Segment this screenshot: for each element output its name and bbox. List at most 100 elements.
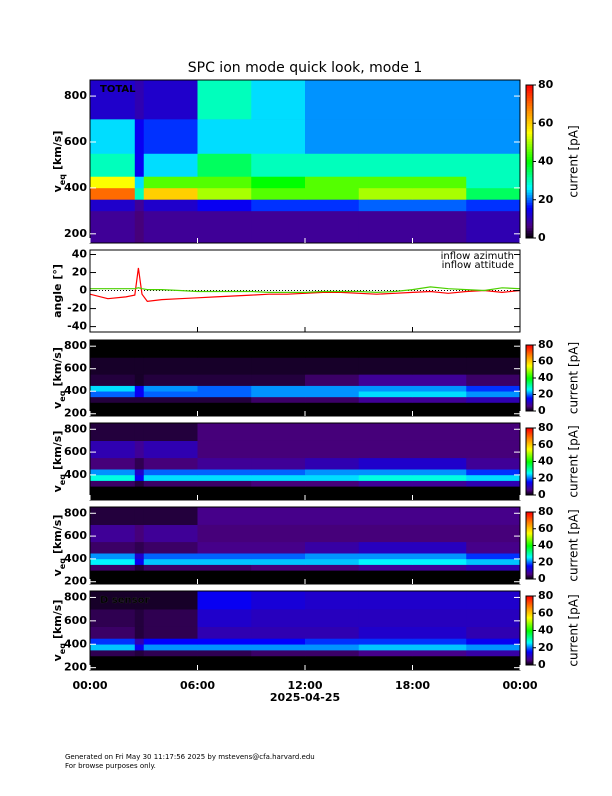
colorbar-segment (526, 564, 533, 567)
colorbar-segment (526, 453, 533, 456)
heatmap-cell (466, 474, 521, 481)
colorbar-tick-label: 0 (538, 572, 546, 585)
colorbar-segment (526, 372, 533, 375)
colorbar-segment (526, 164, 533, 168)
y-axis-label: veq [km/s] (51, 600, 67, 662)
colorbar-segment (526, 546, 533, 549)
heatmap-cell (251, 541, 306, 554)
colorbar-segment (526, 619, 533, 621)
colorbar-label: current [pA] (567, 509, 581, 581)
colorbar-segment (526, 552, 533, 554)
heatmap-cell (143, 374, 198, 386)
colorbar-segment (526, 484, 533, 487)
y-tick-label: 200 (64, 661, 87, 674)
heatmap-cell (143, 199, 198, 212)
colorbar-segment (526, 561, 533, 563)
heatmap-cell (197, 187, 252, 200)
heatmap-cell (197, 423, 252, 441)
y-tick-label: 200 (64, 575, 87, 588)
heatmap-cell (143, 541, 198, 554)
colorbar-segment (526, 458, 533, 460)
heatmap-cell (412, 638, 467, 645)
colorbar-segment (526, 479, 533, 481)
heatmap-cell (197, 176, 252, 189)
heatmap-cell (305, 591, 360, 610)
colorbar-segment (526, 542, 533, 544)
heatmap-cell (251, 385, 306, 392)
heatmap-cell (134, 153, 145, 177)
heatmap-cell (466, 564, 521, 571)
colorbar-segment (526, 539, 533, 542)
heatmap-cell (134, 655, 145, 671)
colorbar-segment (526, 554, 533, 557)
colorbar-segment (526, 480, 533, 483)
heatmap-cell (134, 524, 145, 543)
colorbar-segment (526, 629, 533, 631)
colorbar-segment (526, 383, 533, 386)
colorbar-segment (526, 433, 533, 436)
heatmap-cell (143, 650, 198, 657)
colorbar-segment (526, 389, 533, 391)
colorbar-segment (526, 363, 533, 366)
y-axis-label-sub: eq (58, 474, 67, 485)
heatmap-cell (358, 199, 413, 212)
heatmap-cell (466, 153, 521, 177)
heatmap-cell (412, 609, 467, 627)
colorbar-segment (526, 567, 533, 570)
heatmap-cell (358, 374, 413, 386)
heatmap-cell (305, 558, 360, 565)
heatmap-cell (143, 655, 198, 671)
heatmap-cell (251, 469, 306, 476)
heatmap-cell (305, 374, 360, 386)
colorbar-segment (526, 449, 533, 451)
colorbar-segment (526, 575, 533, 578)
colorbar-segment (526, 120, 533, 124)
colorbar-segment (526, 621, 533, 623)
colorbar-segment (526, 350, 533, 353)
heatmap-cell (90, 564, 136, 571)
heatmap-cell (412, 210, 467, 244)
heatmap-cell (305, 176, 360, 189)
heatmap-cell (251, 480, 306, 487)
colorbar-segment (526, 516, 533, 519)
heatmap-cell (358, 440, 413, 459)
heatmap-cell (305, 440, 360, 459)
heatmap-cell (251, 564, 306, 571)
colorbar-segment (526, 431, 533, 433)
heatmap-cell (134, 385, 145, 392)
heatmap-cell (197, 391, 252, 398)
heatmap-cell (251, 638, 306, 645)
colorbar-segment (526, 171, 533, 175)
colorbar-segment (526, 408, 533, 411)
heatmap-cell (412, 396, 467, 403)
colorbar-segment (526, 158, 533, 162)
colorbar-segment (526, 390, 533, 392)
heatmap-cell (143, 553, 198, 560)
panel-label: D sensor (100, 595, 149, 606)
heatmap-cell (90, 474, 136, 481)
series-line (89, 267, 521, 303)
heatmap-cell (358, 357, 413, 375)
heatmap-cell (466, 423, 521, 441)
y-axis-label-unit: [km/s] (51, 431, 64, 470)
colorbar-segment (526, 199, 533, 203)
y-tick-label: 0 (79, 284, 87, 297)
colorbar-segment (526, 434, 533, 437)
heatmap-cell (197, 644, 252, 651)
heatmap-cell (305, 469, 360, 476)
colorbar-segment (526, 640, 533, 643)
heatmap-cell (197, 210, 252, 244)
heatmap-cell (412, 187, 467, 200)
colorbar-segment (526, 222, 533, 226)
colorbar-segment (526, 543, 533, 545)
heatmap-cell (305, 187, 360, 200)
y-axis-label-part: angle [°] (51, 264, 64, 318)
heatmap-cell (197, 469, 252, 476)
heatmap-cell (251, 396, 306, 403)
colorbar-segment (526, 85, 533, 89)
colorbar-segment (526, 379, 533, 381)
heatmap-cell (90, 609, 136, 627)
heatmap-cell (143, 507, 198, 525)
colorbar-tick-label: 20 (538, 555, 554, 568)
colorbar-segment (526, 448, 533, 450)
